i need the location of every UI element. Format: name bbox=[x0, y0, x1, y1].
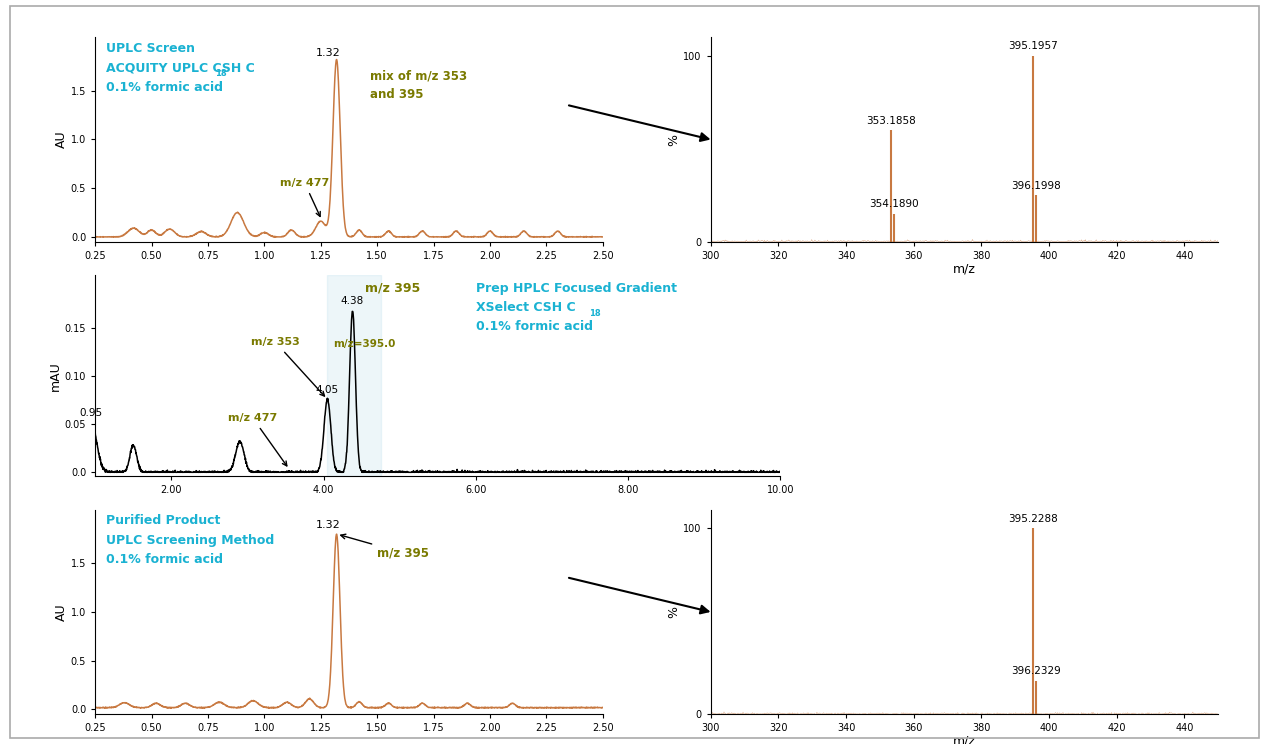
Text: XSelect CSH C: XSelect CSH C bbox=[476, 301, 576, 314]
Y-axis label: %: % bbox=[667, 606, 680, 618]
Text: Prep HPLC Focused Gradient: Prep HPLC Focused Gradient bbox=[476, 282, 676, 295]
Bar bbox=[327, 275, 381, 476]
Text: 353.1858: 353.1858 bbox=[865, 115, 915, 126]
Text: 396.2329: 396.2329 bbox=[1011, 666, 1061, 676]
Text: mix of m/z 353: mix of m/z 353 bbox=[371, 69, 467, 82]
Text: 0.1% formic acid: 0.1% formic acid bbox=[476, 320, 593, 333]
Text: 18: 18 bbox=[589, 309, 602, 318]
X-axis label: m/z: m/z bbox=[953, 262, 976, 275]
Text: 0.1% formic acid: 0.1% formic acid bbox=[107, 554, 223, 566]
Text: 0.95: 0.95 bbox=[80, 408, 103, 417]
Text: ACQUITY UPLC CSH C: ACQUITY UPLC CSH C bbox=[107, 61, 255, 74]
X-axis label: m/z: m/z bbox=[953, 734, 976, 744]
Text: 1.32: 1.32 bbox=[316, 520, 341, 530]
Text: m/z 353: m/z 353 bbox=[251, 338, 325, 396]
Text: m/z 395: m/z 395 bbox=[341, 534, 429, 559]
Text: 18: 18 bbox=[214, 68, 226, 77]
Y-axis label: AU: AU bbox=[55, 603, 69, 620]
Text: 396.1998: 396.1998 bbox=[1011, 181, 1061, 190]
Y-axis label: %: % bbox=[667, 133, 680, 146]
Text: 1.32: 1.32 bbox=[316, 48, 341, 58]
Text: 395.2288: 395.2288 bbox=[1008, 513, 1058, 524]
Text: Purified Product: Purified Product bbox=[107, 514, 221, 527]
Text: m/z 395: m/z 395 bbox=[365, 282, 421, 295]
Text: UPLC Screen: UPLC Screen bbox=[107, 42, 195, 55]
Text: 0.1% formic acid: 0.1% formic acid bbox=[107, 81, 223, 94]
Text: 4.05: 4.05 bbox=[316, 385, 339, 394]
Text: and 395: and 395 bbox=[371, 88, 424, 100]
Text: m/z 477: m/z 477 bbox=[280, 179, 330, 217]
Text: 4.38: 4.38 bbox=[341, 296, 364, 306]
Y-axis label: AU: AU bbox=[55, 131, 69, 148]
Y-axis label: mAU: mAU bbox=[49, 361, 62, 391]
Text: m/z=395.0: m/z=395.0 bbox=[332, 339, 395, 350]
Text: UPLC Screening Method: UPLC Screening Method bbox=[107, 533, 274, 547]
Text: m/z 477: m/z 477 bbox=[228, 414, 287, 466]
Text: 395.1957: 395.1957 bbox=[1008, 41, 1057, 51]
Text: 354.1890: 354.1890 bbox=[869, 199, 919, 209]
